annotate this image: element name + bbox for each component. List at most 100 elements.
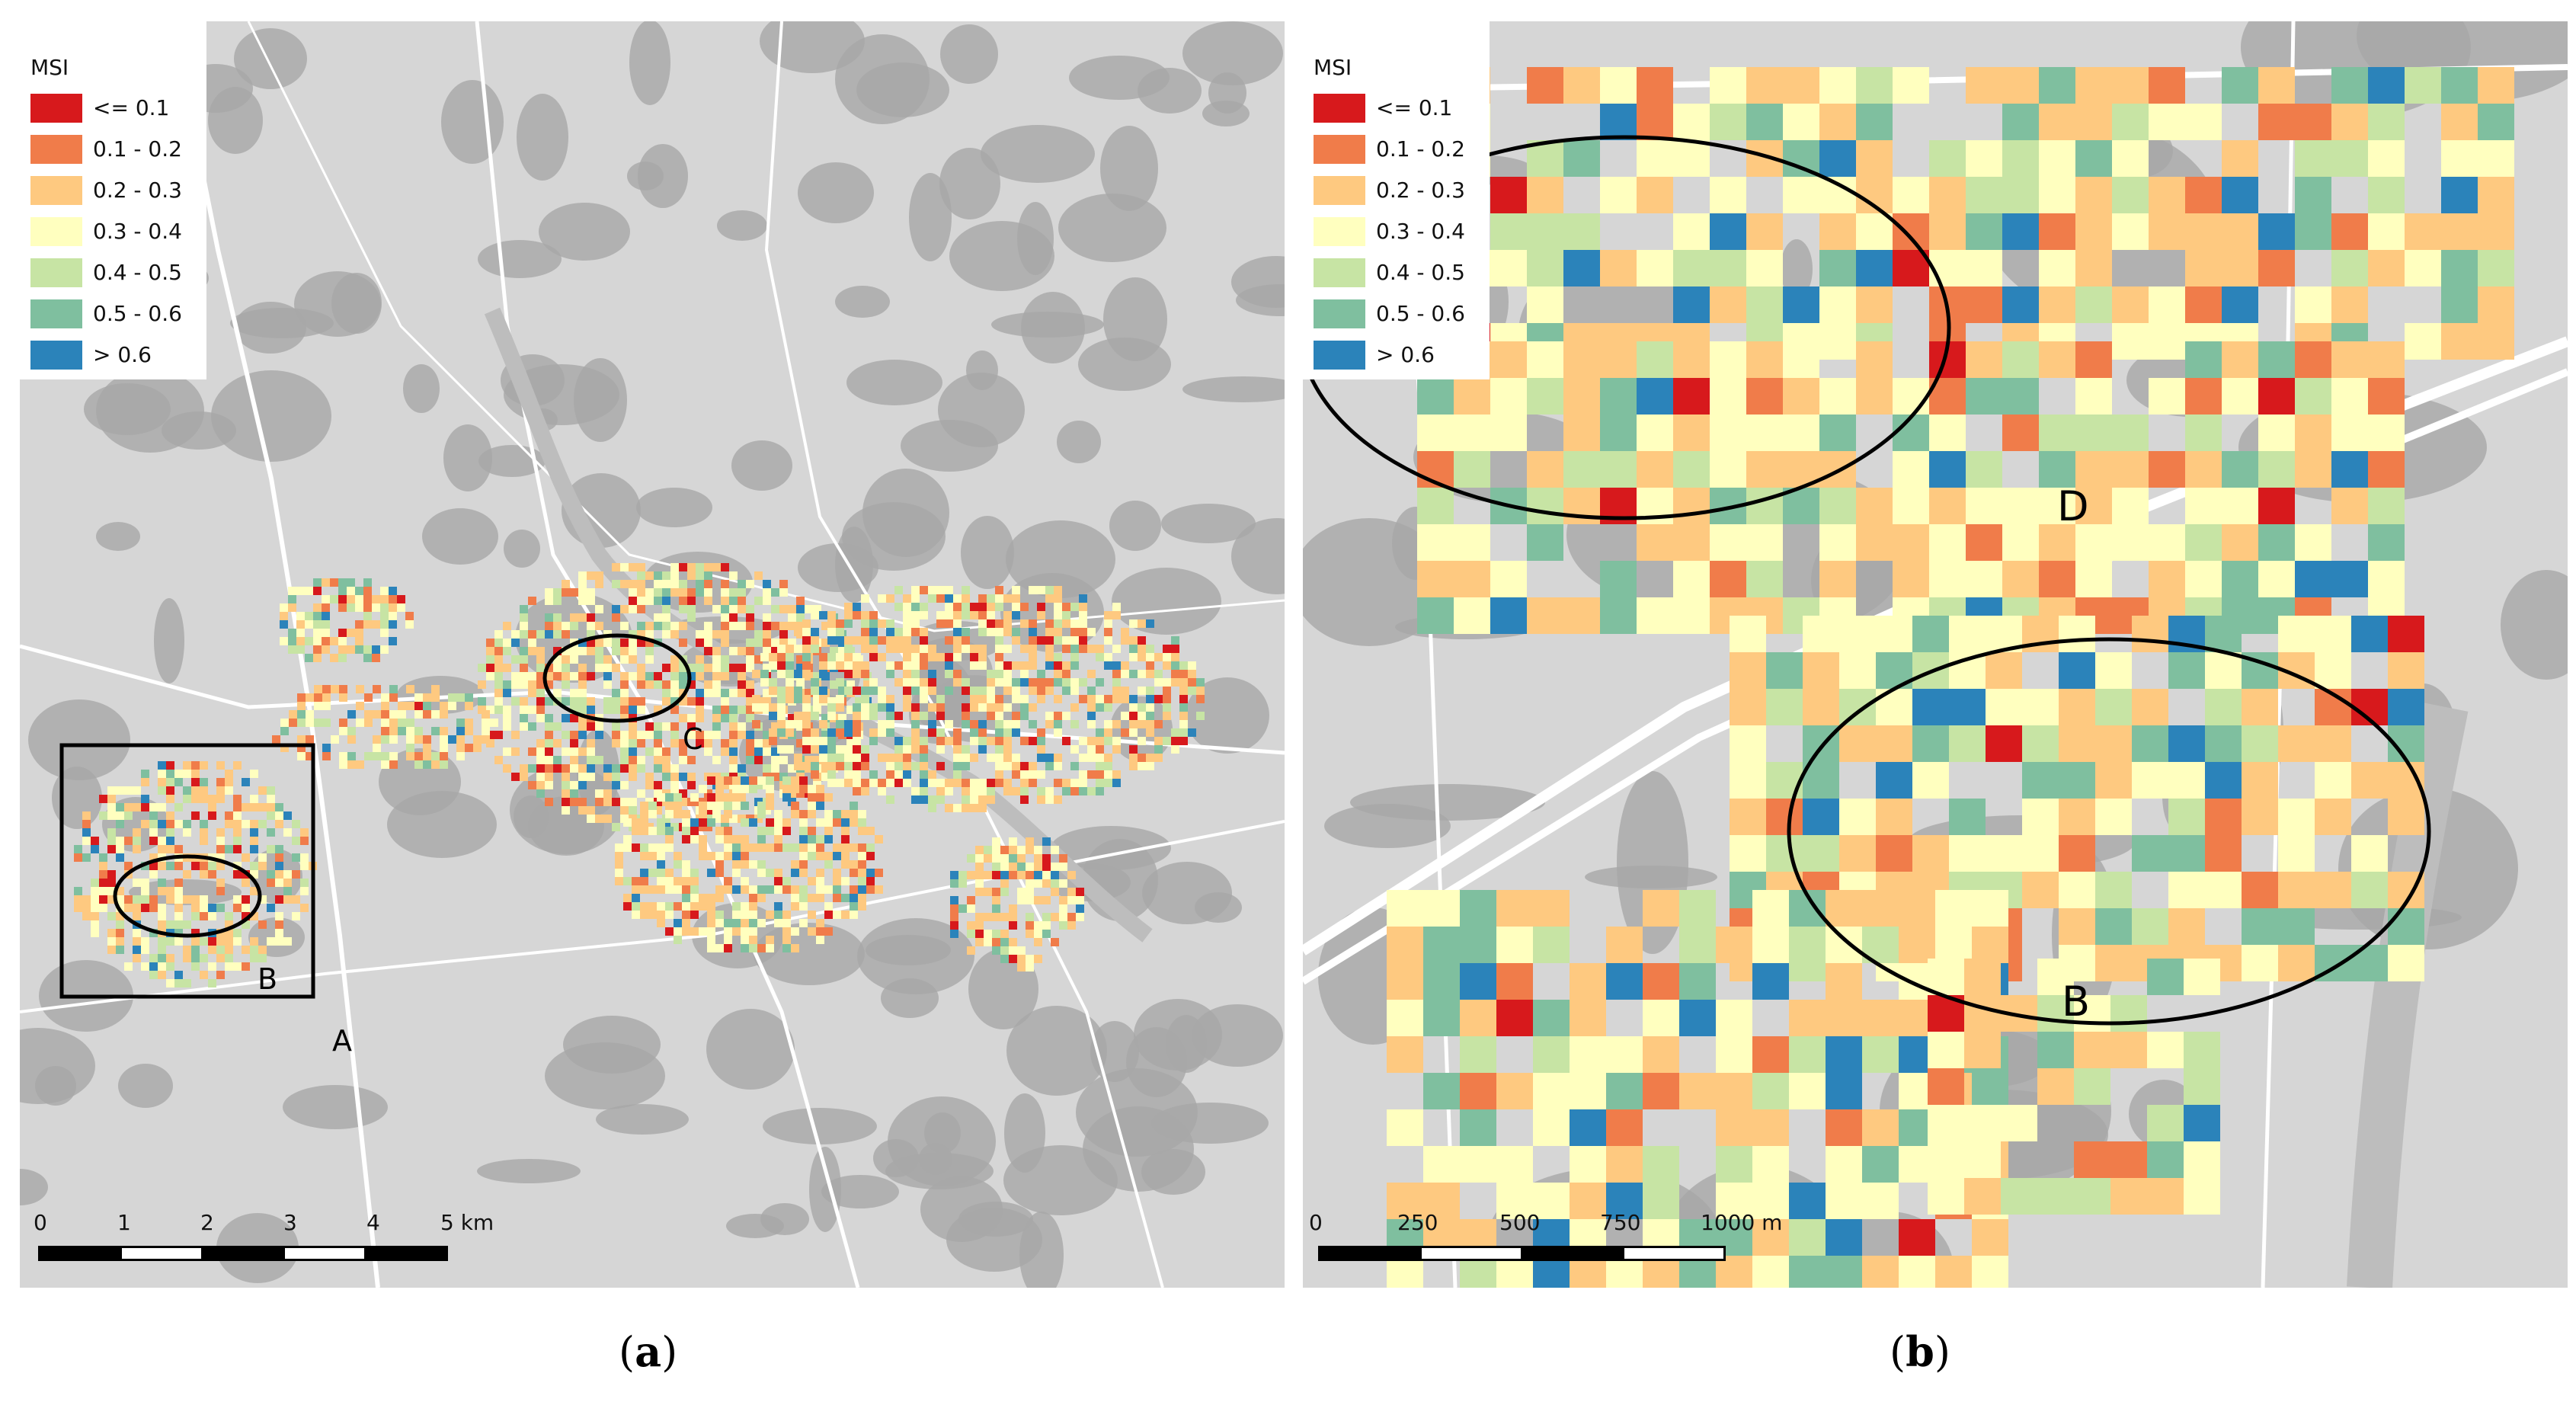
msi-cell — [704, 647, 712, 655]
msi-cell — [612, 647, 620, 655]
msi-cell — [216, 862, 225, 870]
msi-cell — [1496, 1000, 1533, 1036]
forest-patch — [574, 358, 627, 442]
msi-cell — [612, 563, 620, 571]
msi-cell — [1070, 720, 1079, 728]
msi-cell — [1045, 645, 1054, 653]
msi-cell — [813, 672, 821, 680]
msi-cell — [648, 802, 657, 810]
msi-cell — [1856, 213, 1893, 250]
msi-cell — [2205, 652, 2242, 689]
msi-cell — [629, 731, 637, 739]
msi-cell — [945, 586, 953, 594]
msi-cell — [363, 612, 372, 620]
msi-cell — [721, 747, 729, 756]
msi-cell — [774, 869, 782, 877]
msi-cell — [903, 661, 911, 670]
msi-cell — [1490, 415, 1527, 451]
msi-cell — [679, 747, 687, 756]
msi-cell — [1966, 451, 2002, 488]
msi-cell — [1876, 616, 1912, 652]
msi-cell — [704, 597, 712, 605]
legend-label: 0.1 - 0.2 — [93, 136, 182, 162]
msi-cell — [431, 685, 440, 693]
msi-cell — [1856, 104, 1893, 140]
msi-cell — [1112, 661, 1121, 670]
msi-cell — [794, 712, 802, 720]
msi-cell — [992, 913, 1000, 921]
msi-cell — [1899, 890, 1935, 927]
msi-cell — [322, 603, 330, 612]
forest-patch — [1126, 1027, 1187, 1097]
msi-cell — [603, 815, 612, 823]
msi-cell — [844, 670, 853, 678]
msi-cell — [995, 762, 1003, 770]
msi-cell — [1051, 938, 1059, 946]
msi-cell — [1563, 140, 1600, 177]
msi-cell — [629, 706, 637, 714]
msi-cell — [1037, 586, 1045, 594]
msi-cell — [615, 852, 623, 860]
forest-patch — [961, 516, 1014, 589]
msi-cell — [1826, 963, 1862, 1000]
msi-cell — [1003, 678, 1012, 687]
msi-cell — [570, 781, 578, 789]
msi-cell — [250, 803, 258, 811]
msi-cell — [774, 919, 782, 927]
msi-cell — [746, 580, 754, 588]
msi-cell — [1059, 863, 1067, 871]
msi-cell — [1054, 628, 1062, 636]
msi-cell — [869, 737, 878, 745]
msi-cell — [715, 894, 724, 902]
msi-cell — [612, 739, 620, 747]
msi-cell — [1138, 754, 1146, 762]
msi-cell — [2441, 104, 2478, 140]
msi-cell — [174, 820, 183, 828]
msi-cell — [1527, 67, 1563, 104]
msi-cell — [721, 580, 729, 588]
msi-cell — [788, 789, 796, 798]
map-panel-a[interactable]: MSI <= 0.1 0.1 - 0.2 0.2 - 0.3 0.3 - 0.4… — [20, 21, 1285, 1288]
msi-cell — [553, 672, 562, 680]
msi-cell — [712, 756, 721, 764]
msi-cell — [275, 912, 283, 920]
msi-cell — [275, 845, 283, 853]
msi-cell — [1163, 703, 1171, 712]
map-panel-b[interactable]: MSI <= 0.1 0.1 - 0.2 0.2 - 0.3 0.3 - 0.4… — [1303, 21, 2568, 1288]
msi-cell — [645, 647, 654, 655]
msi-cell — [1121, 687, 1129, 695]
msi-cell — [1862, 1109, 1899, 1146]
msi-cell — [648, 852, 657, 860]
msi-cell — [721, 689, 729, 697]
msi-cells-b — [1387, 67, 2514, 1288]
msi-cell — [1020, 770, 1029, 779]
msi-cell — [928, 770, 936, 779]
msi-cell — [2149, 286, 2185, 323]
msi-cell — [1054, 728, 1062, 737]
msi-cell — [1966, 286, 2002, 323]
forest-patch — [726, 1214, 784, 1238]
msi-cell — [704, 739, 712, 747]
msi-cell — [665, 843, 674, 852]
msi-cell — [1000, 913, 1009, 921]
msi-cell — [456, 727, 465, 735]
msi-cell — [603, 798, 612, 806]
msi-cell — [920, 645, 928, 653]
msi-cell — [696, 580, 704, 588]
msi-cell — [629, 597, 637, 605]
msi-cell — [975, 930, 984, 938]
msi-cell — [1045, 661, 1054, 670]
msi-cell — [657, 818, 665, 827]
msi-cell — [1964, 1178, 2001, 1215]
msi-cell — [313, 587, 322, 595]
msi-cell — [1964, 995, 2001, 1032]
msi-cell — [1012, 611, 1020, 619]
msi-cell — [578, 798, 587, 806]
msi-cell — [208, 979, 216, 987]
forest-patch — [545, 1042, 665, 1109]
msi-cell — [1746, 286, 1783, 323]
msi-cell — [1163, 678, 1171, 687]
msi-cell — [1054, 695, 1062, 703]
msi-cell — [141, 795, 149, 803]
msi-cell — [191, 904, 200, 912]
